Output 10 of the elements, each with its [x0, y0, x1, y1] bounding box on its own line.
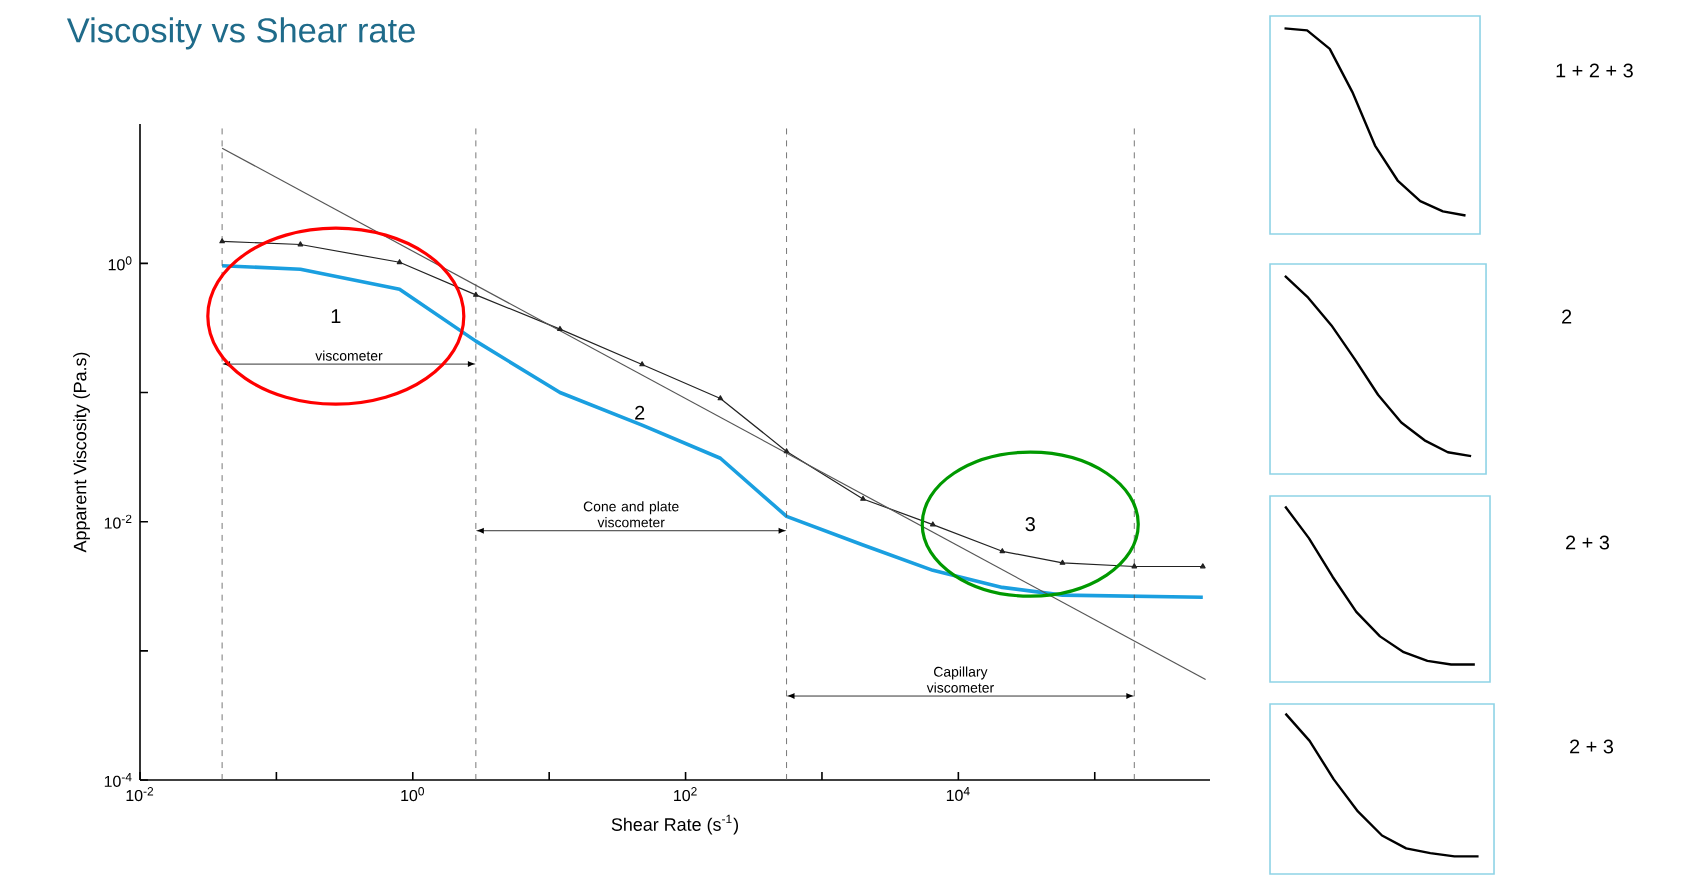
annotation: 2 — [635, 405, 645, 420]
y-axis-title: Apparent Viscosity (Pa.s) — [73, 352, 90, 553]
text: 2 — [1562, 309, 1572, 324]
text: 1 + 2 + 3 — [1556, 63, 1633, 78]
annotation: 3 — [1025, 517, 1035, 532]
text: 2 + 3 — [1570, 739, 1614, 754]
chart-title: Viscosity vs Shear rate — [66, 17, 415, 50]
text: 2 + 3 — [1566, 535, 1610, 550]
x-axis-title: Shear Rate (s$^{-1}$) — [611, 814, 739, 835]
annotation: 1 — [331, 309, 341, 324]
